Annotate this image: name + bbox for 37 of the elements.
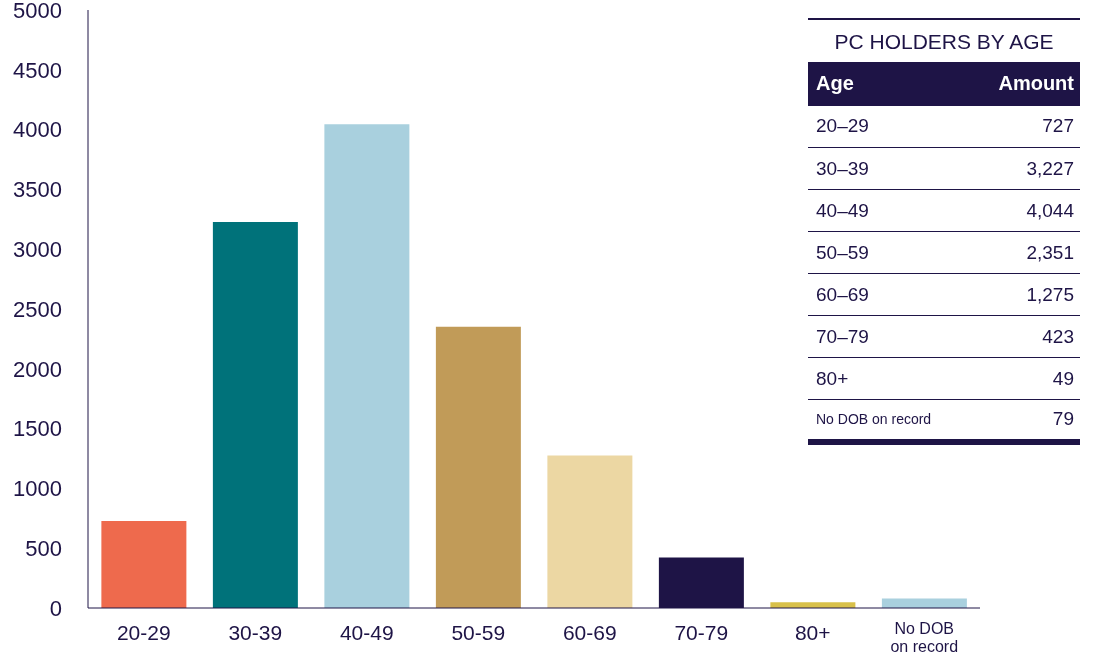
x-tick-label: 40-49 (339, 621, 394, 644)
text: 2,351 (971, 231, 1080, 274)
annotation: 30–39 (808, 147, 972, 190)
text: 49 (971, 357, 1080, 400)
y-tick-label: 500 (25, 536, 62, 562)
annotation: 20–29 (808, 105, 972, 148)
x-tick-label: 60-69 (562, 621, 617, 644)
annotation: 80+ (808, 357, 972, 400)
annotation: 50–59 (808, 231, 972, 274)
y-tick-label: 3500 (13, 177, 62, 203)
text: 3,227 (971, 147, 1080, 190)
y-tick-label: 3000 (13, 237, 62, 263)
y-tick-label: 2500 (13, 296, 62, 322)
text: 79 (971, 399, 1080, 442)
y-tick-label: 4500 (13, 57, 62, 83)
annotation: 40–49 (808, 189, 972, 232)
text: 4,044 (971, 189, 1080, 232)
y-tick-label: 1000 (13, 476, 62, 502)
y-tick-label: 1500 (13, 416, 62, 442)
text: PC HOLDERS BY AGE (833, 28, 1055, 55)
annotation: 60–69 (808, 273, 972, 316)
annotation: Age (815, 71, 855, 96)
annotation: 70–79 (808, 315, 972, 358)
y-tick-label: 2000 (13, 356, 62, 382)
y-tick-label: 0 (49, 595, 62, 621)
x-tick-label: 50-59 (451, 621, 506, 644)
x-tick-label: No DOB on record (890, 620, 959, 655)
text: 1,275 (971, 273, 1080, 316)
x-tick-label: 70-79 (674, 621, 729, 644)
x-tick-label: 20-29 (116, 621, 171, 644)
y-tick-label: 5000 (13, 0, 62, 23)
x-tick-label: 80+ (794, 621, 831, 644)
y-tick-label: 4000 (13, 117, 62, 143)
text: 727 (971, 105, 1080, 148)
text: 423 (971, 315, 1080, 358)
annotation: No DOB on record (808, 399, 972, 442)
x-tick-label: 30-39 (228, 621, 283, 644)
